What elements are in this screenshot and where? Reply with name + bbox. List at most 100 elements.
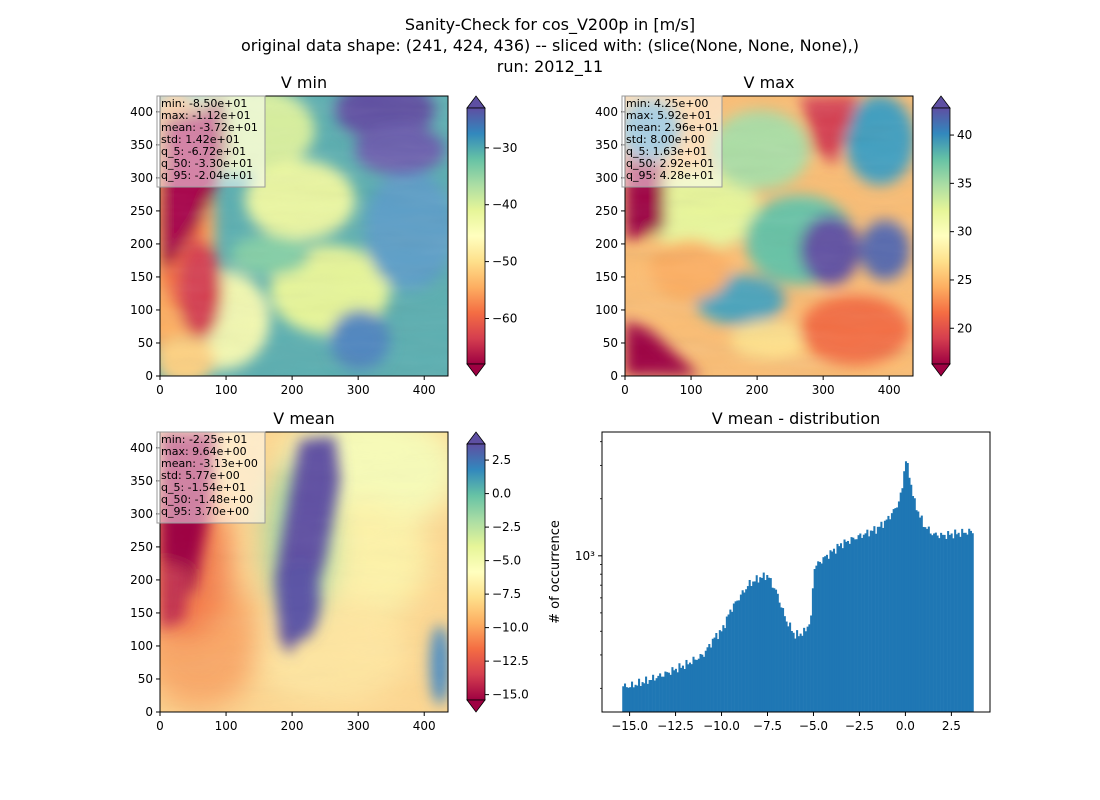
colorbar-tick-label: 30 <box>957 225 972 239</box>
y-tick-label: 350 <box>595 138 618 152</box>
histogram-bar <box>955 534 958 712</box>
colorbar-tick-label: −2.5 <box>492 520 521 534</box>
histogram-bar <box>664 671 667 712</box>
histogram-bar <box>717 639 720 712</box>
histogram-bar <box>864 533 867 712</box>
histogram-bar <box>903 471 906 712</box>
histogram-bar <box>706 647 709 712</box>
histogram-bar <box>889 519 892 712</box>
v-max-stat: q_50: 2.92e+01 <box>626 157 714 170</box>
histogram-bar <box>825 554 828 712</box>
x-tick-label: 100 <box>215 719 238 733</box>
histogram-bar <box>653 680 656 712</box>
y-tick-label: 150 <box>130 606 153 620</box>
v-max-stat: min: 4.25e+00 <box>626 97 708 110</box>
distribution-x-ticks: −15.0 −12.5 −10.0 −7.5 −5.0 −2.5 0.0 2.5 <box>611 712 961 733</box>
histogram-bar <box>683 668 686 712</box>
v-mean-stat: q_95: 3.70e+00 <box>161 505 249 518</box>
y-tick-label: 400 <box>595 105 618 119</box>
histogram-bar <box>894 508 897 712</box>
histogram-bar <box>660 676 663 712</box>
v-mean-stat: max: 9.64e+00 <box>161 445 247 458</box>
histogram-bar <box>731 611 734 712</box>
y-tick-label: 50 <box>138 672 153 686</box>
histogram-bar <box>941 534 944 712</box>
colorbar-tick-label: 35 <box>957 176 972 190</box>
histogram-bar <box>834 553 837 712</box>
histogram-bar <box>919 517 922 712</box>
histogram-bar <box>681 665 684 712</box>
histogram-bar <box>666 672 669 712</box>
histogram-bar <box>743 592 746 712</box>
histogram-bar <box>645 676 648 712</box>
y-tick-label: 50 <box>603 336 618 350</box>
histogram-bar <box>866 529 869 712</box>
x-tick-label: −12.5 <box>657 719 694 733</box>
histogram-bar <box>673 670 676 712</box>
v-min-x-ticks: 0 100 200 300 400 <box>156 376 436 397</box>
v-max-stat: max: 5.92e+01 <box>626 109 712 122</box>
histogram-bar <box>695 659 699 712</box>
histogram-bar <box>911 496 915 712</box>
histogram-bar <box>646 683 649 712</box>
histogram-bar <box>915 510 918 712</box>
histogram-bar <box>787 626 790 712</box>
histogram-bar <box>775 589 778 712</box>
panel-v-min-title: V min <box>281 73 327 92</box>
histogram-bar <box>629 687 632 712</box>
distribution-y-label: # of occurrence <box>548 520 563 624</box>
v-min-stats-box: min: -8.50e+01 max: -1.12e+01 mean: -3.7… <box>156 95 266 188</box>
histogram-bar <box>734 601 737 712</box>
v-max-stat: q_5: 1.63e+01 <box>626 145 707 158</box>
v-mean-stat: mean: -3.13e+00 <box>161 457 258 470</box>
x-tick-label: 0 <box>621 383 629 397</box>
histogram-bar <box>933 533 936 712</box>
histogram-bar <box>669 674 672 712</box>
y-tick-label: 100 <box>130 639 153 653</box>
histogram-bar <box>829 550 832 712</box>
histogram-bar <box>776 593 779 712</box>
x-tick-label: 200 <box>281 719 304 733</box>
figure-title-line-3: run: 2012_11 <box>497 57 603 77</box>
histogram-bar <box>961 528 964 712</box>
v-min-stat: q_50: -3.30e+01 <box>161 157 253 170</box>
histogram-bar <box>871 530 874 712</box>
x-tick-label: −2.5 <box>845 719 874 733</box>
colorbar-tick-label: 20 <box>957 321 972 335</box>
y-tick-label: 300 <box>130 507 153 521</box>
histogram-bar <box>873 526 876 712</box>
histogram-bar <box>968 528 971 712</box>
histogram-bar <box>852 537 855 712</box>
histogram-bar <box>622 686 625 712</box>
panel-v-max-title: V max <box>744 73 795 92</box>
x-tick-label: −7.5 <box>753 719 782 733</box>
x-tick-label: 2.5 <box>942 719 961 733</box>
histogram-bar <box>722 625 725 712</box>
histogram-bar <box>938 538 941 712</box>
v-min-stat: q_95: -2.04e+01 <box>161 169 253 182</box>
histogram-bar <box>924 527 927 712</box>
x-tick-label: −15.0 <box>611 719 648 733</box>
y-tick-label: 400 <box>130 441 153 455</box>
histogram-bar <box>820 563 823 712</box>
histogram-bar <box>727 614 730 712</box>
histogram-bar <box>861 537 864 712</box>
histogram-bar <box>773 588 776 712</box>
histogram-bar <box>632 687 635 712</box>
panel-distribution: V mean - distribution −15.0 −12.5 −10.0 −7.… <box>548 409 991 733</box>
histogram-bar <box>843 539 846 712</box>
x-tick-label: 400 <box>413 383 436 397</box>
histogram-bar <box>803 627 806 712</box>
histogram-bar <box>655 678 658 712</box>
histogram-bar <box>623 683 627 712</box>
histogram-bar <box>671 667 674 712</box>
panel-v-max: V max 0 100 200 300 400 0 50 <box>595 73 972 397</box>
colorbar-tick-label: −5.0 <box>492 554 521 568</box>
y-tick-label: 350 <box>130 138 153 152</box>
histogram-bar <box>725 616 728 712</box>
histogram-bar <box>745 589 748 712</box>
x-tick-label: 200 <box>281 383 304 397</box>
histogram-bar <box>859 533 862 712</box>
v-mean-stat: q_50: -1.48e+00 <box>161 493 253 506</box>
histogram-bar <box>806 626 809 712</box>
